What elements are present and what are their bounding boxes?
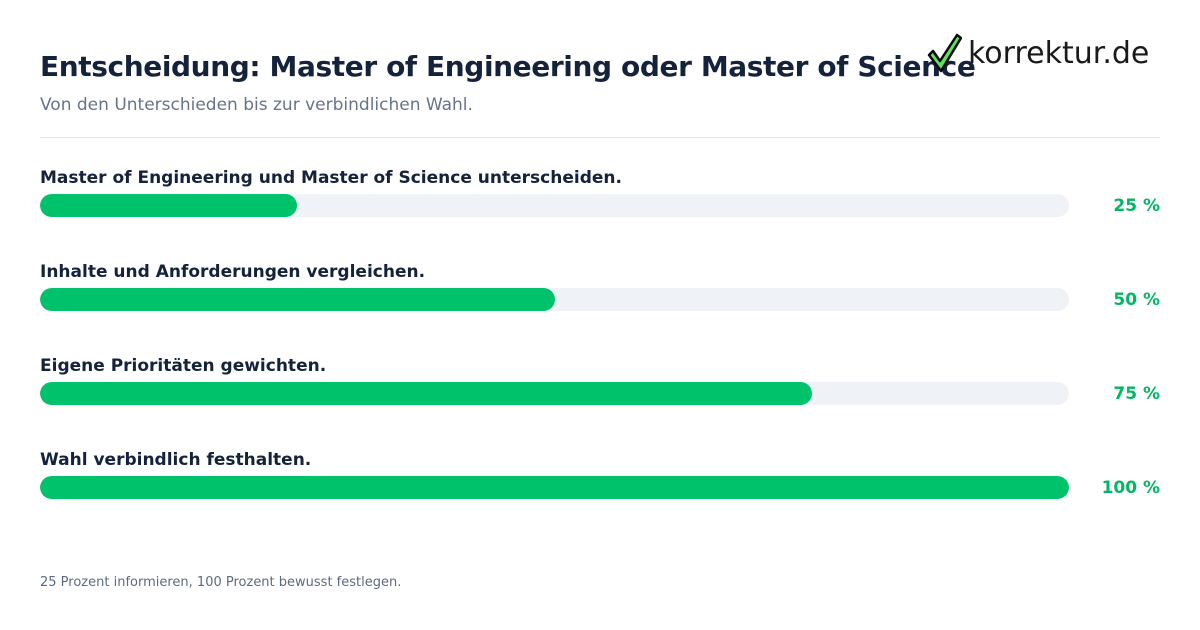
progress-percent: 50 % bbox=[1113, 290, 1160, 310]
page-subtitle: Von den Unterschieden bis zur verbindlic… bbox=[40, 95, 473, 115]
progress-fill bbox=[40, 194, 298, 217]
progress-track bbox=[40, 194, 1069, 217]
footer-note: 25 Prozent informieren, 100 Prozent bewu… bbox=[40, 575, 402, 590]
progress-fill bbox=[40, 382, 812, 405]
step-3: Eigene Prioritäten gewichten. 75 % bbox=[40, 356, 1160, 416]
progress-track bbox=[40, 382, 1069, 405]
page-title: Entscheidung: Master of Engineering oder… bbox=[40, 50, 976, 83]
progress-percent: 100 % bbox=[1101, 478, 1160, 498]
checkmark-icon bbox=[927, 33, 962, 73]
step-label: Wahl verbindlich festhalten. bbox=[40, 450, 312, 470]
step-1: Master of Engineering und Master of Scie… bbox=[40, 168, 1160, 228]
progress-percent: 75 % bbox=[1113, 384, 1160, 404]
brand-logo: korrektur.de bbox=[926, 28, 1149, 78]
step-label: Inhalte und Anforderungen vergleichen. bbox=[40, 262, 426, 282]
step-2: Inhalte und Anforderungen vergleichen. 5… bbox=[40, 262, 1160, 322]
progress-percent: 25 % bbox=[1113, 196, 1160, 216]
step-4: Wahl verbindlich festhalten. 100 % bbox=[40, 450, 1160, 510]
logo-text: korrektur.de bbox=[968, 35, 1150, 71]
progress-track bbox=[40, 476, 1069, 499]
progress-track bbox=[40, 288, 1069, 311]
step-label: Master of Engineering und Master of Scie… bbox=[40, 168, 622, 188]
step-label: Eigene Prioritäten gewichten. bbox=[40, 356, 327, 376]
progress-fill bbox=[40, 476, 1069, 499]
progress-fill bbox=[40, 288, 555, 311]
header-divider bbox=[40, 137, 1160, 138]
